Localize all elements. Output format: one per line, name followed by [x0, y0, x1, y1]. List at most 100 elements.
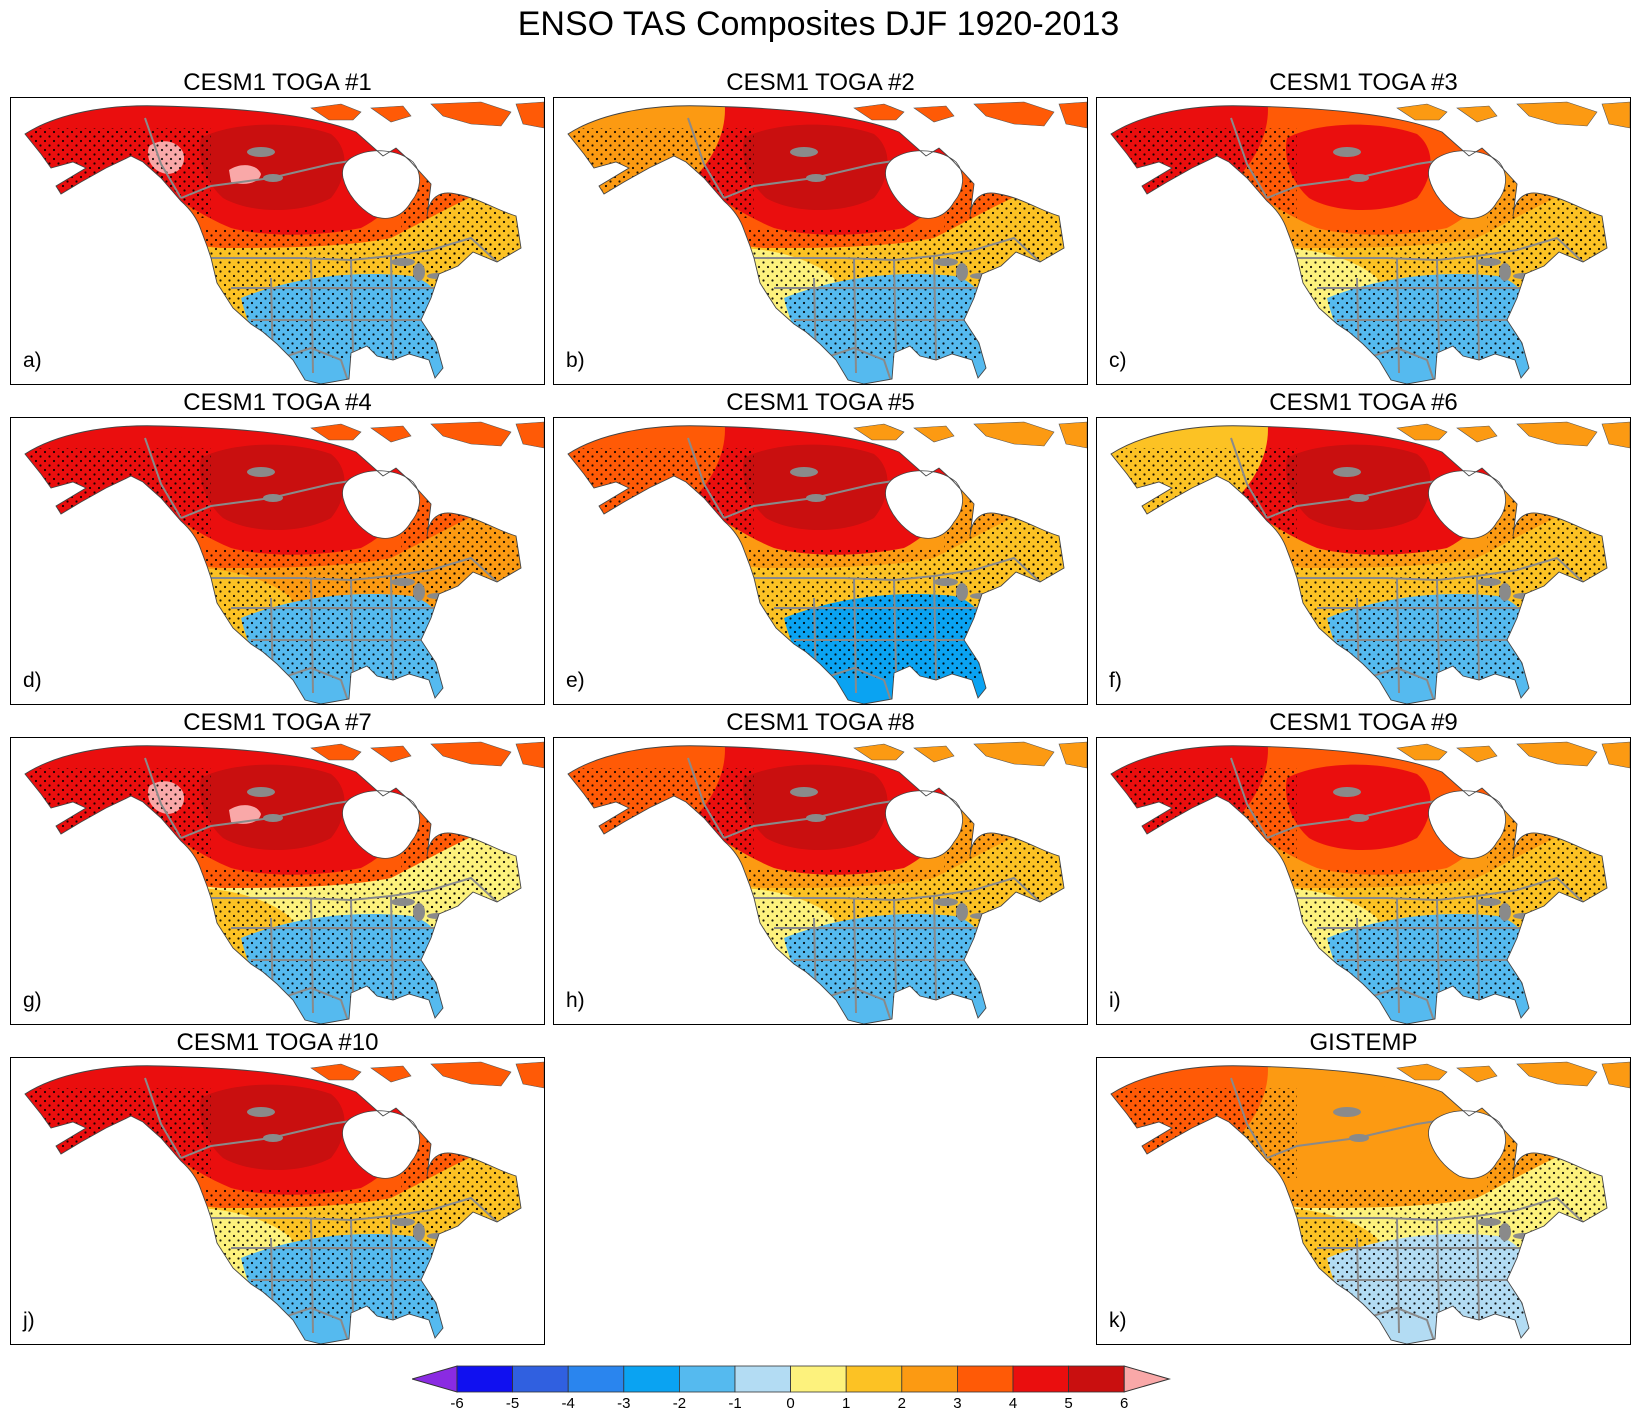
core-region — [199, 764, 345, 850]
core-region — [1285, 1084, 1431, 1170]
colorbar-tick-label: 2 — [897, 1395, 906, 1412]
panel-title: CESM1 TOGA #10 — [176, 1029, 379, 1056]
islands — [1396, 741, 1630, 769]
stipple-east — [944, 818, 1064, 908]
colorbar-tick-label: -6 — [450, 1395, 464, 1412]
colorbar-bin — [790, 1365, 847, 1393]
panel-label: d) — [23, 669, 42, 692]
core-region — [742, 124, 888, 210]
core-region — [1285, 124, 1431, 210]
islands — [853, 421, 1087, 449]
coastline — [567, 105, 1065, 384]
hudson-bay — [885, 470, 963, 539]
map-svg — [567, 421, 1087, 704]
colorbar-bin — [957, 1365, 1014, 1393]
coastline — [24, 1065, 522, 1344]
panel-title: CESM1 TOGA #2 — [726, 69, 915, 96]
temperature-field — [25, 745, 521, 1024]
map-svg — [1110, 101, 1630, 384]
panel-label: j) — [23, 1309, 35, 1332]
islands — [310, 1061, 544, 1089]
panel-title: CESM1 TOGA #4 — [183, 389, 372, 416]
map-panel: d) — [10, 417, 545, 705]
panel-title: CESM1 TOGA #8 — [726, 709, 915, 736]
islands — [853, 101, 1087, 129]
temperature-field — [1111, 425, 1607, 704]
panel-label: f) — [1109, 669, 1122, 692]
colorbar-tick-label: -2 — [672, 1395, 687, 1412]
hot-spot-2 — [229, 165, 261, 184]
colorbar-tick-label: 6 — [1120, 1395, 1129, 1412]
coastline — [1110, 425, 1608, 704]
stipple-north — [568, 128, 754, 218]
political-borders — [144, 437, 498, 704]
panel-label: h) — [566, 989, 585, 1012]
map-panel: h) — [553, 737, 1088, 1025]
panel-label: e) — [566, 669, 585, 692]
great-lakes — [247, 787, 447, 921]
hudson-bay — [342, 790, 420, 859]
coastline — [24, 425, 522, 704]
panel-label: c) — [1109, 349, 1127, 372]
temperature-field — [25, 105, 521, 384]
panel-label: b) — [566, 349, 585, 372]
map-svg — [1110, 1061, 1630, 1344]
map-svg — [24, 1061, 544, 1344]
core-region — [742, 444, 888, 530]
stipple-east — [401, 178, 521, 268]
colorbar-bin — [845, 1365, 903, 1393]
hudson-bay — [342, 470, 420, 539]
map-panel: k) — [1096, 1057, 1631, 1345]
hudson-bay — [342, 150, 420, 219]
coastline — [1110, 1065, 1608, 1344]
temperature-field — [1111, 745, 1607, 1024]
colorbar-bin — [678, 1365, 736, 1393]
temperature-field — [25, 425, 521, 704]
colorbar-high-arrow — [1123, 1365, 1172, 1393]
core-region — [199, 1084, 345, 1170]
map-panel: b) — [553, 97, 1088, 385]
stipple-north — [568, 448, 754, 538]
stipple-north — [25, 128, 211, 218]
map-panel: f) — [1096, 417, 1631, 705]
stipple-north — [1111, 128, 1297, 218]
colorbar-bin — [512, 1365, 569, 1393]
colorbar-tick-label: 3 — [953, 1395, 962, 1412]
coastline — [24, 745, 522, 1024]
core-region — [1285, 444, 1431, 530]
map-panel: i) — [1096, 737, 1631, 1025]
hudson-bay — [1428, 790, 1506, 859]
coastline — [567, 425, 1065, 704]
colorbar-tick-label: 4 — [1008, 1395, 1018, 1412]
colorbar-tick-label: -3 — [617, 1395, 631, 1412]
islands — [1396, 101, 1630, 129]
figure-title: ENSO TAS Composites DJF 1920-2013 — [517, 5, 1120, 43]
colorbar-tick-label: 0 — [786, 1395, 795, 1412]
coastline — [1110, 745, 1608, 1024]
core-region — [1285, 764, 1431, 850]
colorbar-bin — [1012, 1365, 1069, 1393]
panel-title: GISTEMP — [1309, 1029, 1418, 1056]
colorbar-tick-label: -4 — [561, 1395, 575, 1412]
colorbar-tick-label: -1 — [728, 1395, 742, 1412]
stipple-north — [1111, 768, 1297, 858]
map-svg — [24, 421, 544, 704]
stipple-north — [1111, 448, 1297, 538]
hudson-bay — [1428, 150, 1506, 219]
temperature-field — [25, 1065, 521, 1344]
stipple-north — [568, 768, 754, 858]
islands — [310, 421, 544, 449]
hudson-bay — [1428, 470, 1506, 539]
coastline — [24, 105, 522, 384]
hudson-bay — [342, 1110, 420, 1179]
islands — [310, 741, 544, 769]
colorbar-bin — [734, 1365, 791, 1393]
map-panel: a) — [10, 97, 545, 385]
panel-title: CESM1 TOGA #7 — [183, 709, 372, 736]
core-region — [199, 124, 345, 210]
panel-label: g) — [23, 989, 42, 1012]
islands — [1396, 1061, 1630, 1089]
panel-title: CESM1 TOGA #5 — [726, 389, 915, 416]
colorbar-low-arrow — [412, 1365, 458, 1393]
hudson-bay — [885, 150, 963, 219]
